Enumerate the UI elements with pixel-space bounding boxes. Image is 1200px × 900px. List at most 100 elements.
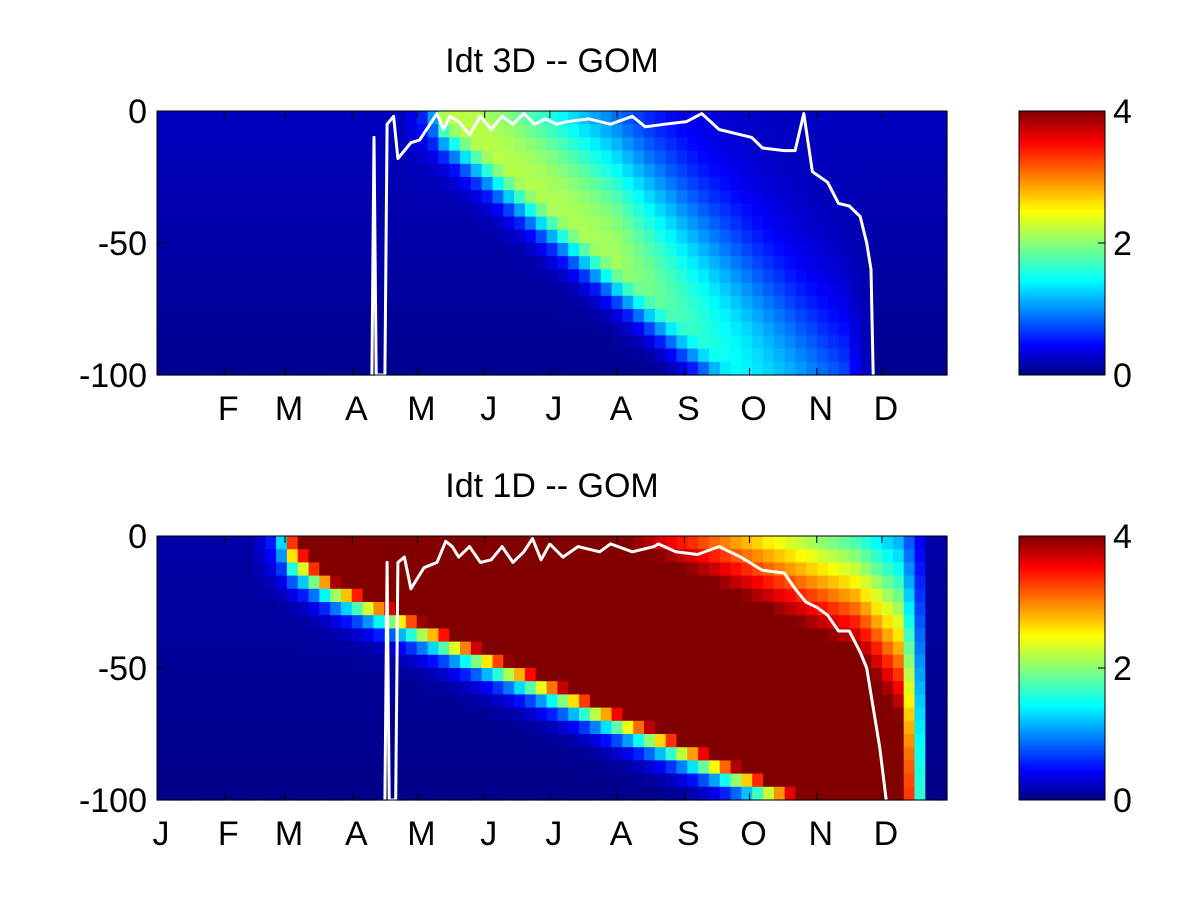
heat-cell	[276, 361, 288, 376]
heat-cell	[676, 786, 688, 801]
heat-cell	[384, 111, 396, 125]
heat-cell	[308, 654, 320, 669]
heat-cell	[903, 256, 916, 270]
heat-cell	[708, 668, 721, 682]
heat-cell	[460, 216, 472, 231]
heat-cell	[189, 322, 201, 336]
heat-cell	[373, 150, 385, 165]
heat-cell	[871, 111, 883, 125]
heat-cell	[903, 615, 916, 629]
heat-cell	[514, 229, 526, 244]
heat-cell	[719, 309, 732, 323]
heat-cell	[221, 229, 234, 244]
heat-cell	[384, 282, 396, 297]
heat-cell	[925, 335, 937, 350]
heat-cell	[557, 694, 569, 709]
heat-cell	[860, 177, 872, 191]
heat-cell	[557, 309, 569, 323]
heat-cell	[427, 588, 439, 603]
heat-cell	[265, 760, 277, 775]
heat-cell	[254, 163, 266, 178]
heat-cell	[503, 163, 515, 178]
heat-cell	[373, 361, 385, 376]
heat-cell	[795, 562, 807, 577]
heat-cell	[167, 309, 180, 323]
heat-cell	[795, 773, 807, 788]
heat-cell	[167, 163, 180, 178]
heat-cell	[427, 668, 439, 682]
heat-cell	[416, 163, 429, 178]
heat-cell	[773, 694, 786, 709]
heat-cell	[221, 668, 234, 682]
heat-cell	[817, 668, 829, 682]
heat-cell	[579, 747, 591, 761]
heat-cell	[265, 747, 277, 761]
heat-cell	[698, 575, 710, 590]
heat-cell	[167, 150, 180, 165]
heat-cell	[535, 602, 548, 616]
heat-cell	[524, 588, 537, 603]
heat-cell	[579, 773, 591, 788]
heat-cell	[687, 256, 699, 270]
heat-cell	[763, 190, 775, 204]
heat-cell	[200, 111, 212, 125]
heat-cell	[827, 203, 840, 218]
heat-cell	[265, 549, 277, 563]
heat-cell	[503, 150, 515, 165]
heat-cell	[481, 163, 494, 178]
heat-cell	[470, 668, 483, 682]
heat-cell	[687, 747, 699, 761]
heat-cell	[524, 203, 537, 218]
heat-cell	[427, 734, 439, 748]
heat-cell	[817, 335, 829, 350]
heat-cell	[221, 720, 234, 735]
heat-cell	[167, 602, 180, 616]
heat-cell	[838, 282, 851, 297]
heat-cell	[308, 309, 320, 323]
heat-cell	[763, 773, 775, 788]
heat-cell	[622, 734, 634, 748]
heat-cell	[849, 615, 862, 629]
heat-cell	[384, 654, 396, 669]
heat-cell	[395, 588, 407, 603]
heat-cell	[221, 124, 234, 138]
heat-cell	[611, 216, 623, 231]
heat-cell	[784, 163, 797, 178]
heat-cell	[427, 243, 439, 257]
heat-cell	[676, 628, 688, 643]
heat-cell	[492, 216, 504, 231]
heat-cell	[286, 322, 299, 336]
heat-cell	[687, 549, 699, 563]
heat-cell	[925, 361, 937, 376]
heat-cell	[308, 668, 320, 682]
heat-cell	[265, 668, 277, 682]
heat-cell	[622, 150, 634, 165]
heat-cell	[189, 628, 201, 643]
heat-cell	[665, 163, 678, 178]
heat-cell	[741, 681, 753, 695]
heat-cell	[687, 536, 699, 550]
heat-cell	[589, 602, 602, 616]
heat-cell	[200, 190, 212, 204]
heat-cell	[763, 150, 775, 165]
heat-cell	[806, 309, 818, 323]
heat-cell	[286, 216, 299, 231]
heat-cell	[665, 256, 678, 270]
heat-cell	[860, 786, 872, 801]
heat-cell	[741, 786, 753, 801]
heat-cell	[243, 229, 255, 244]
heat-cell	[189, 137, 201, 152]
heat-cell	[633, 361, 645, 376]
heat-cell	[719, 137, 732, 152]
heat-cell	[622, 177, 634, 191]
heat-cell	[546, 602, 559, 616]
heat-cell	[524, 309, 537, 323]
heat-cell	[492, 602, 504, 616]
heat-cell	[654, 549, 667, 563]
heat-cell	[189, 786, 201, 801]
heat-cell	[276, 786, 288, 801]
heat-cell	[319, 243, 331, 257]
heat-cell	[276, 111, 288, 125]
heat-cell	[882, 361, 894, 376]
heat-cell	[849, 124, 862, 138]
